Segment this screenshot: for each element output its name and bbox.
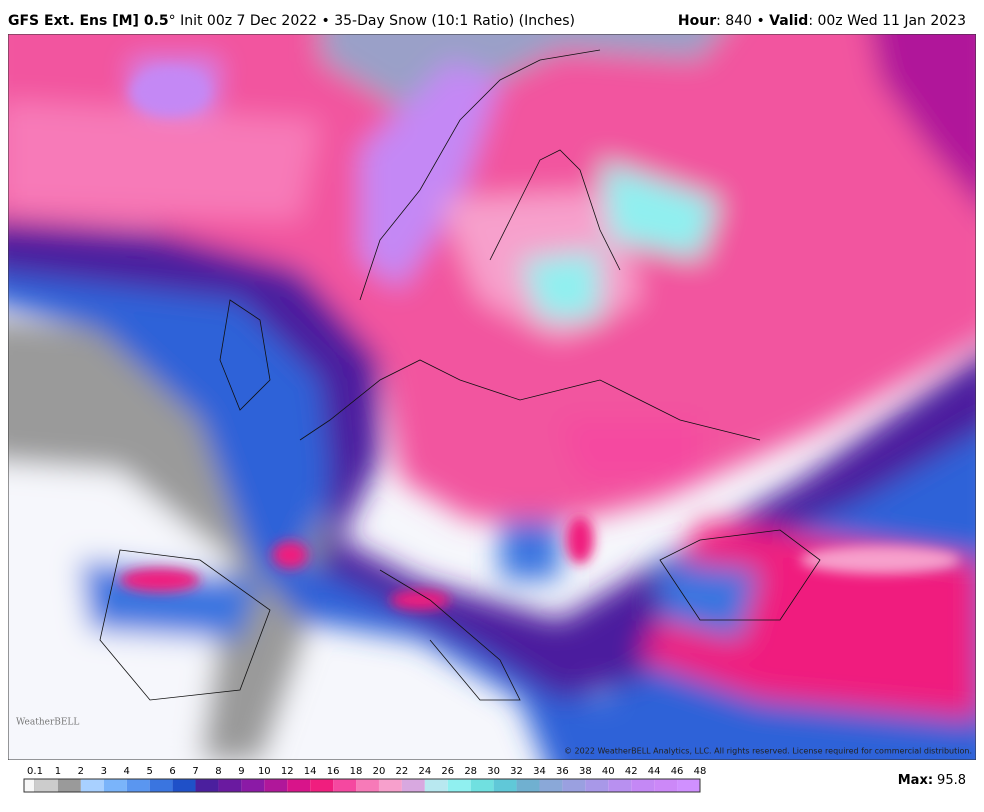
legend-tick-label: 40	[602, 766, 615, 777]
legend-swatch	[80, 779, 104, 792]
legend-tick-label: 26	[441, 766, 454, 777]
legend-swatch	[631, 779, 655, 792]
header-part: Init 00z 7 Dec 2022 • 35-Day Snow (10:1 …	[176, 13, 575, 29]
legend-tick-label: 5	[146, 766, 152, 777]
legend-tick-label: 8	[215, 766, 221, 777]
legend-swatch	[264, 779, 288, 792]
legend-tick-label: 12	[281, 766, 294, 777]
legend-tick-label: 6	[169, 766, 175, 777]
legend-tick-label: 32	[510, 766, 523, 777]
header-part: GFS Ext. Ens [M] 0.5	[8, 13, 169, 29]
legend-swatch	[333, 779, 357, 792]
legend-swatch	[539, 779, 563, 792]
legend-swatch	[562, 779, 586, 792]
legend-tick-label: 9	[238, 766, 244, 777]
legend-swatch	[470, 779, 494, 792]
legend-tick-label: 10	[258, 766, 271, 777]
legend-tick-label: 0.1	[27, 766, 43, 777]
legend-tick-label: 44	[648, 766, 661, 777]
legend-swatch	[103, 779, 127, 792]
legend-tick-label: 2	[78, 766, 84, 777]
legend-swatch	[493, 779, 517, 792]
legend-swatch	[310, 779, 334, 792]
legend-swatch	[218, 779, 242, 792]
legend-tick-label: 1	[55, 766, 61, 777]
legend-tick-label: 3	[101, 766, 107, 777]
legend-swatch	[585, 779, 609, 792]
header-part: : 00z Wed 11 Jan 2023	[808, 13, 966, 29]
legend-swatch	[447, 779, 471, 792]
legend-swatch	[401, 779, 425, 792]
legend-tick-label: 42	[625, 766, 638, 777]
snow-detail	[120, 68, 960, 610]
copyright: © 2022 WeatherBELL Analytics, LLC. All r…	[564, 747, 972, 756]
header-valid: Hour: 840 • Valid: 00z Wed 11 Jan 2023	[678, 13, 966, 29]
legend-swatch	[172, 779, 196, 792]
legend-swatch	[608, 779, 632, 792]
coastlines	[99, 49, 821, 701]
legend-tick-label: 36	[556, 766, 569, 777]
legend-swatch	[516, 779, 540, 792]
legend: 0.1 1 2 3 4 5 6 7 8 9 10 12 14 16 18 20 22 24 26 28 30 32 34 36…	[23, 766, 707, 793]
legend-swatch	[287, 779, 311, 792]
legend-frame	[23, 778, 701, 793]
max-number: 95.8	[937, 773, 966, 788]
logo: WeatherBELL	[16, 718, 79, 728]
legend-below	[23, 778, 36, 793]
legend-tick-label: 38	[579, 766, 592, 777]
max-label: Max:	[898, 773, 933, 788]
legend-tick-label: 7	[192, 766, 198, 777]
legend-tick-label: 22	[396, 766, 409, 777]
header-part: Hour	[678, 13, 716, 29]
legend-tick-label: 48	[694, 766, 707, 777]
legend-tick-label: 16	[327, 766, 340, 777]
legend-swatch	[126, 779, 150, 792]
legend-tick-label: 18	[350, 766, 363, 777]
legend-swatch	[654, 779, 678, 792]
header-part: °	[169, 13, 176, 29]
legend-tick-label: 30	[487, 766, 500, 777]
legend-swatch	[57, 779, 81, 792]
header-part: : 840 •	[716, 13, 769, 29]
legend-tick-label: 4	[124, 766, 130, 777]
legend-swatch	[356, 779, 379, 792]
legend-swatch	[378, 779, 402, 792]
legend-tick-label: 46	[671, 766, 684, 777]
legend-tick-label: 24	[418, 766, 431, 777]
legend-tick-label: 14	[304, 766, 317, 777]
max-value: Max: 95.8	[898, 773, 966, 788]
header-part: Valid	[769, 13, 808, 29]
legend-tick-label: 28	[464, 766, 477, 777]
legend-tick-label: 34	[533, 766, 546, 777]
legend-swatch	[149, 779, 173, 792]
legend-swatch	[241, 779, 265, 792]
legend-swatch	[424, 779, 448, 792]
header-title: GFS Ext. Ens [M] 0.5° Init 00z 7 Dec 202…	[8, 13, 575, 29]
legend-swatch	[677, 779, 700, 792]
legend-tick-label: 20	[373, 766, 386, 777]
legend-swatch	[195, 779, 219, 792]
legend-swatch	[35, 779, 58, 792]
